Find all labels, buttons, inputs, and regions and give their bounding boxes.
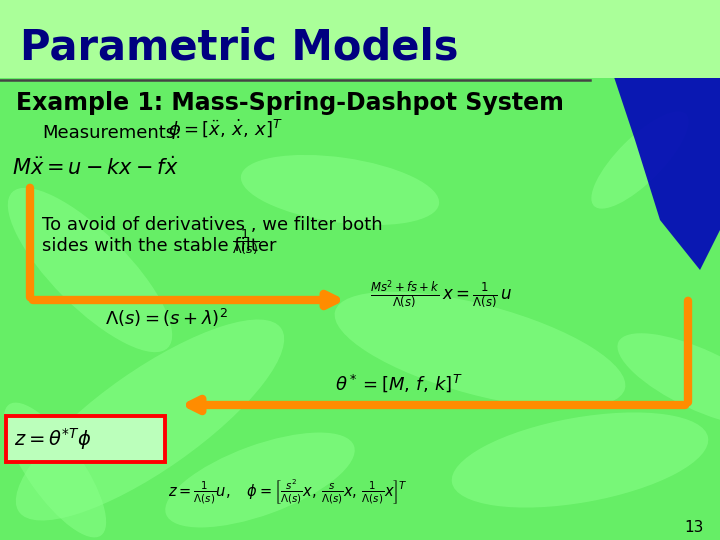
Text: Measurements:: Measurements: bbox=[42, 124, 181, 142]
Text: $z = \theta^{*T}\phi$: $z = \theta^{*T}\phi$ bbox=[14, 426, 91, 452]
Ellipse shape bbox=[241, 155, 439, 225]
Text: $M\ddot{x} = u - kx - f\dot{x}$: $M\ddot{x} = u - kx - f\dot{x}$ bbox=[12, 157, 179, 179]
Text: To avoid of derivatives , we filter both: To avoid of derivatives , we filter both bbox=[42, 216, 382, 234]
Text: Example 1: Mass-Spring-Dashpot System: Example 1: Mass-Spring-Dashpot System bbox=[16, 91, 564, 115]
Ellipse shape bbox=[8, 188, 172, 352]
Text: $\Lambda(s) = (s + \lambda)^2$: $\Lambda(s) = (s + \lambda)^2$ bbox=[105, 307, 228, 329]
Text: $\phi = [\ddot{x},\, \dot{x},\, x]^T$: $\phi = [\ddot{x},\, \dot{x},\, x]^T$ bbox=[168, 118, 283, 142]
Ellipse shape bbox=[16, 320, 284, 521]
Polygon shape bbox=[600, 0, 720, 270]
Ellipse shape bbox=[4, 403, 106, 537]
Text: $z = \frac{1}{\Lambda(s)}u,\quad \phi = \left[\frac{s^2}{\Lambda(s)}x,\, \frac{s: $z = \frac{1}{\Lambda(s)}u,\quad \phi = … bbox=[168, 477, 408, 507]
FancyBboxPatch shape bbox=[0, 0, 720, 78]
FancyBboxPatch shape bbox=[6, 416, 165, 462]
Text: 13: 13 bbox=[685, 521, 704, 536]
Text: $\frac{1}{\Lambda(s)}$: $\frac{1}{\Lambda(s)}$ bbox=[232, 227, 259, 256]
Text: Parametric Models: Parametric Models bbox=[20, 27, 459, 69]
Ellipse shape bbox=[166, 433, 355, 528]
Text: $\theta^* = [M,\, f,\, k]^T$: $\theta^* = [M,\, f,\, k]^T$ bbox=[335, 372, 462, 394]
Ellipse shape bbox=[335, 292, 626, 408]
Ellipse shape bbox=[451, 413, 708, 508]
Ellipse shape bbox=[618, 333, 720, 427]
Ellipse shape bbox=[591, 111, 688, 208]
Text: $\frac{Ms^2 + fs + k}{\Lambda(s)}\,x = \frac{1}{\Lambda(s)}\,u$: $\frac{Ms^2 + fs + k}{\Lambda(s)}\,x = \… bbox=[370, 279, 513, 311]
Text: sides with the stable filter: sides with the stable filter bbox=[42, 237, 276, 255]
